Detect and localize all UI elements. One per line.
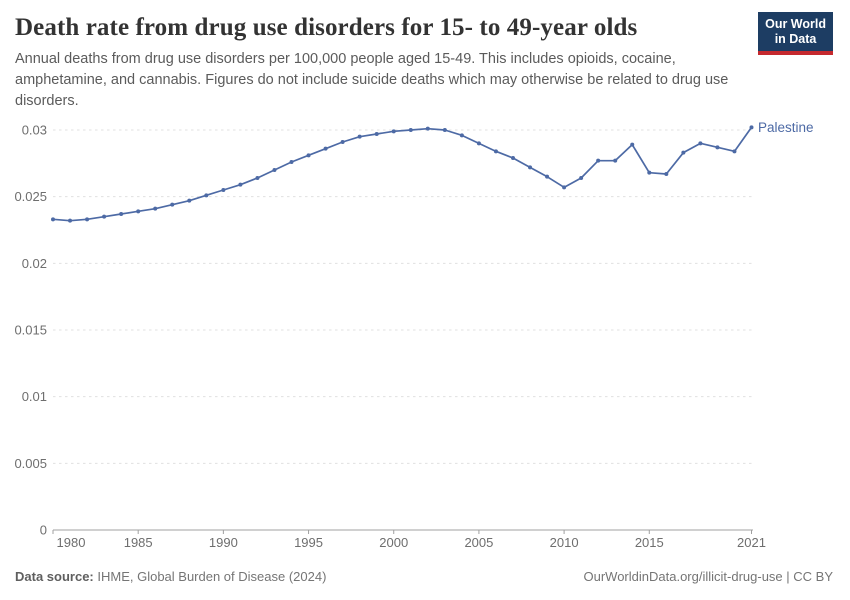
data-point-2018[interactable]	[698, 141, 703, 146]
data-point-2005[interactable]	[476, 141, 481, 146]
svg-text:1985: 1985	[124, 535, 153, 550]
owid-logo-red-bar	[758, 51, 833, 55]
series-end-label[interactable]: Palestine	[758, 120, 814, 135]
data-point-1982[interactable]	[85, 217, 90, 222]
data-point-2011[interactable]	[579, 176, 584, 180]
data-point-2017[interactable]	[681, 150, 686, 155]
svg-text:0.015: 0.015	[14, 323, 47, 338]
data-point-1983[interactable]	[102, 214, 107, 219]
data-point-1980[interactable]	[51, 217, 55, 222]
page-title: Death rate from drug use disorders for 1…	[15, 14, 638, 41]
credit-link[interactable]: OurWorldinData.org/illicit-drug-use | CC…	[583, 569, 834, 584]
svg-text:0.02: 0.02	[22, 256, 47, 271]
y-axis-labels: 0 0.005 0.01 0.015 0.02 0.025 0.03	[14, 123, 47, 538]
data-point-2002[interactable]	[425, 126, 430, 131]
svg-text:0.005: 0.005	[14, 456, 47, 471]
data-source-label: Data source:	[15, 569, 94, 584]
data-point-1990[interactable]	[221, 188, 226, 192]
data-point-2006[interactable]	[493, 149, 498, 154]
data-point-1985[interactable]	[136, 209, 141, 214]
data-point-1998[interactable]	[357, 134, 362, 139]
series-points-palestine[interactable]	[51, 125, 754, 223]
data-point-1987[interactable]	[170, 202, 175, 207]
x-axis	[52, 529, 753, 534]
svg-text:2021: 2021	[737, 535, 766, 550]
data-point-1999[interactable]	[374, 132, 379, 136]
data-point-2012[interactable]	[596, 158, 601, 163]
owid-logo-line1: Our World	[765, 17, 826, 31]
data-point-1981[interactable]	[68, 218, 73, 223]
data-point-2015[interactable]	[647, 170, 652, 175]
svg-text:0.025: 0.025	[14, 189, 47, 204]
data-source-text: IHME, Global Burden of Disease (2024)	[93, 569, 327, 584]
data-point-1995[interactable]	[306, 153, 311, 158]
svg-text:0.01: 0.01	[22, 389, 47, 404]
svg-text:0.03: 0.03	[22, 123, 47, 138]
series-line-palestine[interactable]	[52, 126, 753, 222]
data-point-2020[interactable]	[732, 149, 737, 154]
data-point-1994[interactable]	[289, 160, 294, 164]
svg-text:1995: 1995	[294, 535, 323, 550]
svg-text:2005: 2005	[464, 535, 493, 550]
data-point-1997[interactable]	[340, 140, 345, 144]
svg-text:1990: 1990	[209, 535, 238, 550]
x-axis-labels: 1980 1985 1990 1995 2000 2005 2010 2015 2021	[57, 535, 766, 550]
owid-logo[interactable]: Our World in Data	[758, 12, 833, 55]
svg-text:2015: 2015	[635, 535, 664, 550]
owid-logo-line2: in Data	[774, 32, 817, 46]
data-point-2021[interactable]	[749, 125, 754, 130]
data-point-1992[interactable]	[255, 176, 260, 180]
data-point-1986[interactable]	[153, 206, 158, 211]
data-point-2009[interactable]	[545, 174, 550, 179]
data-point-1984[interactable]	[119, 212, 124, 216]
svg-text:1980: 1980	[57, 535, 86, 550]
svg-text:2010: 2010	[550, 535, 579, 550]
data-point-2010[interactable]	[562, 185, 567, 190]
svg-text:2000: 2000	[379, 535, 408, 550]
data-point-2004[interactable]	[459, 133, 464, 138]
data-point-2003[interactable]	[442, 128, 447, 132]
data-point-1993[interactable]	[272, 168, 277, 172]
data-point-2000[interactable]	[391, 129, 396, 134]
svg-text:0: 0	[40, 523, 47, 538]
data-source: Data source: IHME, Global Burden of Dise…	[15, 569, 326, 584]
owid-logo-box: Our World in Data	[758, 12, 833, 51]
data-point-2008[interactable]	[528, 165, 533, 170]
data-point-2013[interactable]	[613, 158, 618, 163]
data-point-1989[interactable]	[204, 193, 209, 198]
data-point-2014[interactable]	[630, 142, 635, 147]
chart-subtitle: Annual deaths from drug use disorders pe…	[15, 51, 729, 109]
data-point-2007[interactable]	[510, 156, 515, 160]
data-point-2001[interactable]	[408, 128, 413, 132]
data-point-1996[interactable]	[323, 146, 328, 151]
data-point-1991[interactable]	[238, 182, 243, 187]
data-point-1988[interactable]	[187, 198, 192, 203]
data-point-2016[interactable]	[664, 172, 669, 176]
data-point-2019[interactable]	[715, 145, 720, 150]
y-gridlines	[53, 129, 753, 464]
